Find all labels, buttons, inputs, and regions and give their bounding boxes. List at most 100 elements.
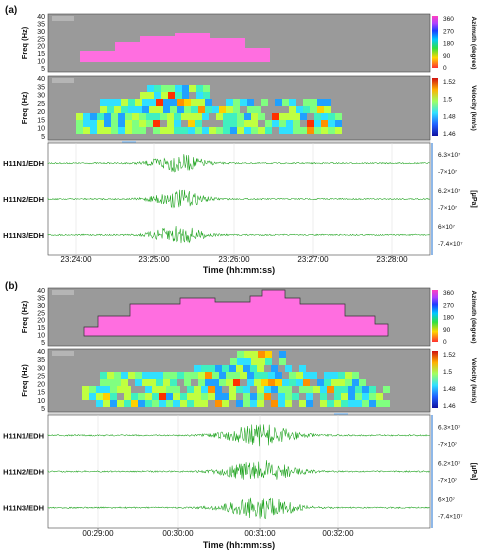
velocity-cell	[110, 393, 117, 400]
velocity-cell	[226, 106, 233, 113]
velocity-cell	[383, 386, 390, 393]
xtick-label: 23:26:00	[218, 255, 250, 264]
velocity-cell	[215, 393, 222, 400]
velocity-cell	[117, 400, 124, 407]
velocity-cell	[140, 92, 147, 99]
velocity-cell	[205, 106, 212, 113]
velocity-cell	[212, 106, 219, 113]
velocity-cell	[152, 386, 159, 393]
velocity-cell	[205, 99, 212, 106]
velocity-cell	[163, 106, 170, 113]
velocity-cell	[324, 379, 331, 386]
velocity-cell	[296, 106, 303, 113]
xtick-label: 00:29:00	[82, 529, 114, 538]
velocity-cell	[215, 400, 222, 407]
velocity-cell	[352, 372, 359, 379]
velocity-cell	[154, 92, 161, 99]
velocity-cell	[359, 379, 366, 386]
velocity-cell	[153, 127, 160, 134]
xtick-label: 23:28:00	[376, 255, 408, 264]
velocity-cell	[286, 127, 293, 134]
amplitude-unit-label: [μPa]	[470, 463, 477, 481]
velocity-cell	[121, 372, 128, 379]
velocity-cell	[282, 99, 289, 106]
velocity-cell	[117, 386, 124, 393]
velocity-cell	[307, 127, 314, 134]
velocity-cell	[128, 99, 135, 106]
velocity-ytick-label: 25	[37, 373, 45, 380]
velocity-cell	[293, 120, 300, 127]
velocity-cell	[383, 400, 390, 407]
amplitude-bar	[431, 415, 433, 528]
velocity-cell	[303, 372, 310, 379]
velocity-cell	[352, 379, 359, 386]
velocity-cell	[286, 120, 293, 127]
velocity-cell	[334, 400, 341, 407]
velocity-cell	[278, 400, 285, 407]
waveform-trace	[47, 424, 430, 447]
velocity-cell	[100, 106, 107, 113]
velocity-colorbar	[432, 351, 438, 408]
velocity-ytick-label: 15	[37, 117, 45, 124]
velocity-cell	[114, 379, 121, 386]
velocity-cell	[111, 127, 118, 134]
velocity-cell	[167, 127, 174, 134]
velocity-cell	[265, 127, 272, 134]
velocity-cell	[285, 400, 292, 407]
velocity-cell	[286, 113, 293, 120]
velocity-cell	[275, 379, 282, 386]
velocity-cell	[254, 379, 261, 386]
velocity-cell	[104, 113, 111, 120]
velocity-cell	[152, 400, 159, 407]
velocity-cell	[100, 372, 107, 379]
velocity-cell	[139, 120, 146, 127]
velocity-cell	[154, 85, 161, 92]
velocity-cell	[223, 120, 230, 127]
velocity-cell	[355, 386, 362, 393]
velocity-cell	[321, 120, 328, 127]
velocity-cell	[348, 393, 355, 400]
velocity-cell	[306, 393, 313, 400]
velocity-cell	[104, 120, 111, 127]
velocity-cell	[275, 99, 282, 106]
velocity-cell	[132, 120, 139, 127]
azimuth-colorbar-tick: 180	[443, 315, 454, 322]
velocity-cell	[110, 386, 117, 393]
velocity-cell	[362, 386, 369, 393]
velocity-ytick-label: 15	[37, 390, 45, 397]
velocity-cell	[331, 379, 338, 386]
velocity-cell	[229, 393, 236, 400]
velocity-cell	[317, 106, 324, 113]
velocity-cell	[195, 113, 202, 120]
velocity-cell	[97, 113, 104, 120]
velocity-cell	[174, 127, 181, 134]
velocity-cell	[166, 400, 173, 407]
velocity-cell	[233, 372, 240, 379]
velocity-cell	[285, 365, 292, 372]
azimuth-region	[83, 289, 389, 337]
velocity-cell	[299, 400, 306, 407]
velocity-cell	[203, 85, 210, 92]
velocity-cell	[139, 127, 146, 134]
velocity-cell	[125, 113, 132, 120]
azimuth-plot-tag	[52, 290, 74, 295]
velocity-cell	[156, 99, 163, 106]
velocity-cell	[198, 106, 205, 113]
velocity-cell	[257, 400, 264, 407]
velocity-cell	[188, 113, 195, 120]
velocity-cell	[118, 127, 125, 134]
velocity-cell	[314, 127, 321, 134]
velocity-cell	[159, 400, 166, 407]
velocity-cell	[131, 393, 138, 400]
azimuth-ytick-label: 25	[37, 310, 45, 317]
velocity-cell	[208, 393, 215, 400]
velocity-cell	[82, 393, 89, 400]
velocity-cell	[265, 120, 272, 127]
velocity-cell	[334, 386, 341, 393]
velocity-cell	[324, 99, 331, 106]
velocity-cell	[96, 400, 103, 407]
azimuth-colorbar-tick: 90	[443, 327, 451, 334]
velocity-cell	[303, 379, 310, 386]
velocity-cell	[369, 393, 376, 400]
velocity-cell	[76, 113, 83, 120]
